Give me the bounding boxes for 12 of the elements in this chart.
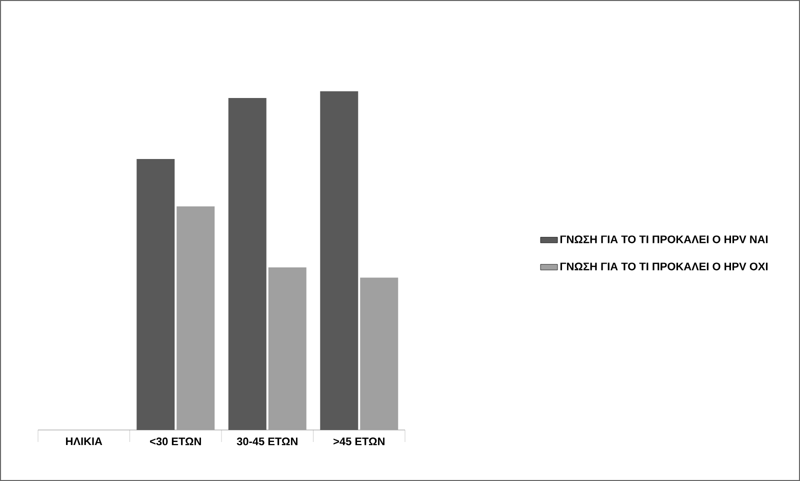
x-tick-label: 30-45 ΕΤΩΝ bbox=[236, 438, 298, 446]
legend-label: ΓΝΩΣΗ ΓΙΑ ΤΟ ΤΙ ΠΡΟΚΑΛΕΙ Ο HPV ΟΧΙ bbox=[560, 262, 768, 270]
bar bbox=[360, 278, 398, 430]
bar bbox=[268, 267, 306, 430]
bar bbox=[228, 98, 266, 430]
bar bbox=[320, 91, 358, 430]
x-tick-label: >45 ΕΤΩΝ bbox=[334, 438, 384, 446]
x-tick-label: ΗΛΙΚΙΑ bbox=[66, 438, 102, 446]
bar bbox=[176, 206, 215, 430]
legend-label: ΓΝΩΣΗ ΓΙΑ ΤΟ ΤΙ ΠΡΟΚΑΛΕΙ Ο HPV ΝΑΙ bbox=[560, 235, 768, 244]
x-tick-label: <30 ΕΤΩΝ bbox=[150, 438, 201, 446]
bar bbox=[136, 159, 175, 430]
